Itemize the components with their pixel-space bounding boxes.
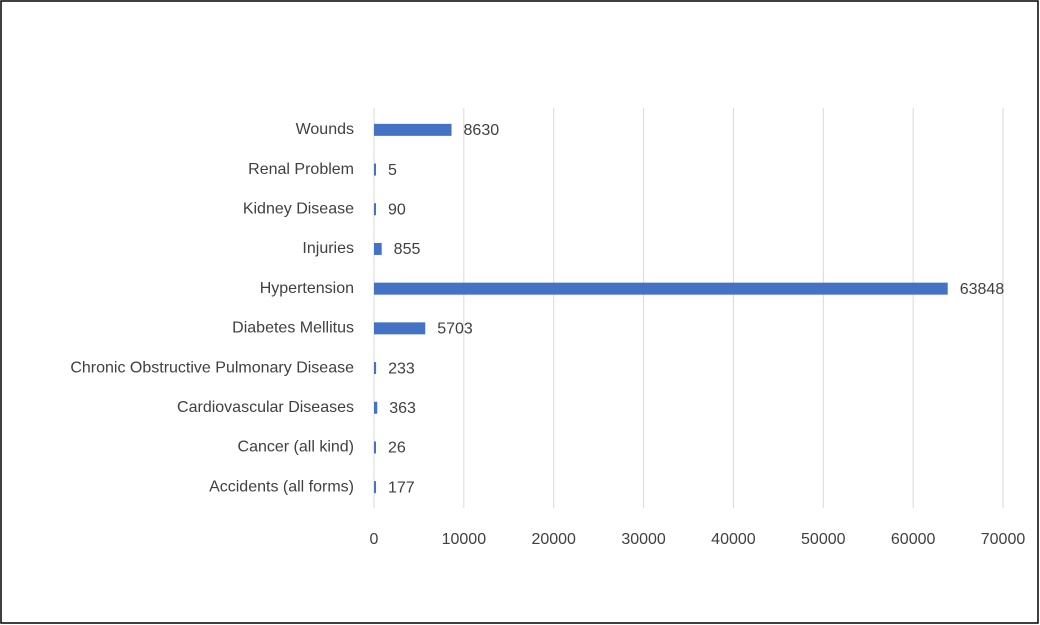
y-tick-label: Chronic Obstructive Pulmonary Disease — [70, 359, 354, 376]
bar — [374, 242, 382, 255]
y-tick-label: Accidents (all forms) — [209, 478, 354, 495]
value-label: 363 — [389, 400, 416, 417]
y-tick-label: Injuries — [302, 240, 354, 257]
x-tick-label: 60000 — [891, 531, 936, 548]
x-tick-label: 0 — [370, 531, 379, 548]
y-tick-label: Wounds — [296, 121, 354, 138]
bar — [374, 163, 376, 176]
bar — [374, 401, 378, 414]
bar — [374, 362, 377, 375]
bar — [374, 203, 376, 216]
value-label: 855 — [394, 241, 421, 258]
x-tick-label: 70000 — [981, 531, 1026, 548]
bar — [374, 282, 948, 295]
x-tick-label: 50000 — [801, 531, 846, 548]
y-tick-label: Hypertension — [260, 280, 354, 297]
y-tick-label: Renal Problem — [248, 161, 354, 178]
value-label: 177 — [388, 479, 415, 496]
value-label: 63848 — [960, 281, 1005, 298]
bar — [374, 481, 376, 494]
bar — [374, 441, 376, 454]
value-label: 5703 — [437, 321, 473, 338]
x-tick-label: 30000 — [621, 531, 666, 548]
y-tick-label: Cancer (all kind) — [238, 439, 354, 456]
value-label: 26 — [388, 440, 406, 457]
x-tick-label: 10000 — [442, 531, 487, 548]
value-label: 90 — [388, 201, 406, 218]
y-tick-label: Cardiovascular Diseases — [177, 399, 354, 416]
value-label: 8630 — [464, 122, 500, 139]
y-tick-label: Kidney Disease — [243, 200, 354, 217]
bar — [374, 123, 452, 136]
value-label: 233 — [388, 360, 415, 377]
bar — [374, 322, 426, 335]
x-tick-label: 40000 — [711, 531, 756, 548]
x-tick-label: 20000 — [531, 531, 576, 548]
y-tick-label: Diabetes Mellitus — [232, 320, 354, 337]
value-label: 5 — [388, 162, 397, 179]
